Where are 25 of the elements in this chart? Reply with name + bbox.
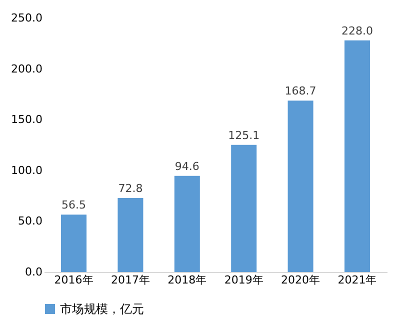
bar: [61, 214, 87, 272]
bar: [174, 176, 200, 272]
bar: [344, 40, 370, 272]
y-tick-label: 0.0: [25, 266, 42, 278]
legend-label: 市场规模，亿元: [60, 302, 144, 316]
x-tick-label: 2020年: [281, 274, 320, 286]
x-tick-label: 2019年: [224, 274, 264, 286]
y-tick-label: 200.0: [11, 62, 42, 76]
x-tick-label: 2021年: [338, 274, 377, 286]
x-tick-label: 2016年: [54, 274, 94, 286]
bar: [288, 100, 314, 272]
y-tick-label: 250.0: [11, 12, 42, 24]
bar: [231, 144, 257, 272]
bar: [118, 198, 144, 272]
y-tick-label: 100.0: [11, 164, 42, 177]
data-label: 56.5: [62, 198, 86, 212]
y-tick-label: 50.0: [18, 214, 42, 228]
data-label: 228.0: [341, 24, 373, 38]
data-label: 72.8: [118, 182, 143, 196]
x-tick-label: 2017年: [110, 274, 150, 286]
data-label: 125.1: [228, 128, 260, 142]
y-tick-label: 150.0: [11, 113, 42, 126]
x-tick-label: 2018年: [168, 274, 207, 286]
data-label: 94.6: [174, 160, 200, 173]
data-label: 168.7: [284, 84, 316, 98]
